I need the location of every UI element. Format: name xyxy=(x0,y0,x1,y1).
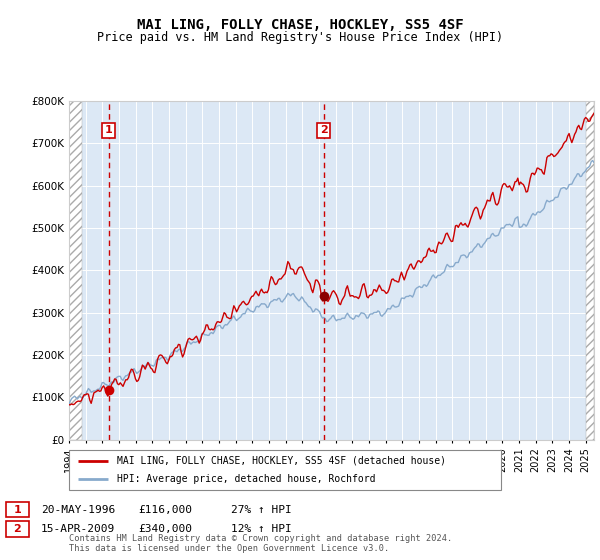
Text: 1: 1 xyxy=(14,505,21,515)
Text: £340,000: £340,000 xyxy=(138,524,192,534)
Text: 2: 2 xyxy=(14,524,21,534)
Bar xyxy=(69,101,82,440)
Text: Price paid vs. HM Land Registry's House Price Index (HPI): Price paid vs. HM Land Registry's House … xyxy=(97,31,503,44)
Text: 12% ↑ HPI: 12% ↑ HPI xyxy=(231,524,292,534)
Bar xyxy=(586,101,594,440)
FancyBboxPatch shape xyxy=(69,450,501,490)
Text: £116,000: £116,000 xyxy=(138,505,192,515)
Text: HPI: Average price, detached house, Rochford: HPI: Average price, detached house, Roch… xyxy=(116,474,375,484)
Text: 20-MAY-1996: 20-MAY-1996 xyxy=(41,505,115,515)
Text: 15-APR-2009: 15-APR-2009 xyxy=(41,524,115,534)
Text: 27% ↑ HPI: 27% ↑ HPI xyxy=(231,505,292,515)
Text: MAI LING, FOLLY CHASE, HOCKLEY, SS5 4SF (detached house): MAI LING, FOLLY CHASE, HOCKLEY, SS5 4SF … xyxy=(116,456,446,466)
Text: 2: 2 xyxy=(320,125,328,136)
Text: 1: 1 xyxy=(105,125,113,136)
Text: MAI LING, FOLLY CHASE, HOCKLEY, SS5 4SF: MAI LING, FOLLY CHASE, HOCKLEY, SS5 4SF xyxy=(137,18,463,32)
Text: Contains HM Land Registry data © Crown copyright and database right 2024.
This d: Contains HM Land Registry data © Crown c… xyxy=(69,534,452,553)
